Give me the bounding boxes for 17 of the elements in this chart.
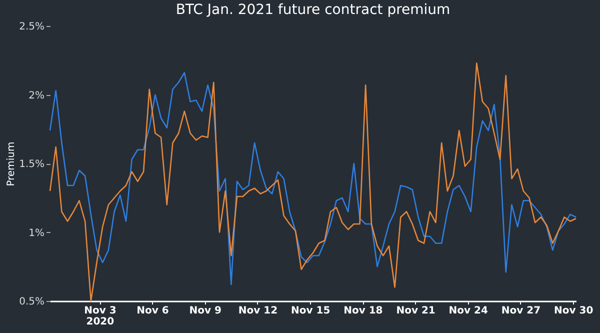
y-tick-label: 1% bbox=[28, 228, 44, 239]
x-tick-label: Nov 12 bbox=[238, 306, 278, 316]
x-tick-label: Nov 15 bbox=[291, 306, 330, 316]
y-tick-label: 2.5% bbox=[19, 22, 44, 32]
x-tick-label: Nov 27 bbox=[501, 306, 541, 316]
x-tick-label: Nov 9 bbox=[189, 306, 222, 316]
chart-title: BTC Jan. 2021 future contract premium bbox=[176, 2, 450, 18]
x-tick-label: Nov 24 bbox=[448, 306, 488, 316]
x-tick-label: Nov 18 bbox=[344, 306, 383, 316]
x-tick-label: Nov 21 bbox=[396, 306, 436, 316]
x-tick-label: Nov 6 bbox=[136, 306, 169, 316]
y-tick-label: 1.5% bbox=[19, 159, 44, 170]
y-tick-label: 2% bbox=[28, 90, 44, 102]
y-axis-title: Premium bbox=[6, 142, 18, 186]
x-tick-label: Nov 3 2020 bbox=[84, 306, 116, 328]
x-tick-label: Nov 30 bbox=[554, 306, 594, 316]
y-tick-label: 0.5% bbox=[19, 296, 44, 308]
